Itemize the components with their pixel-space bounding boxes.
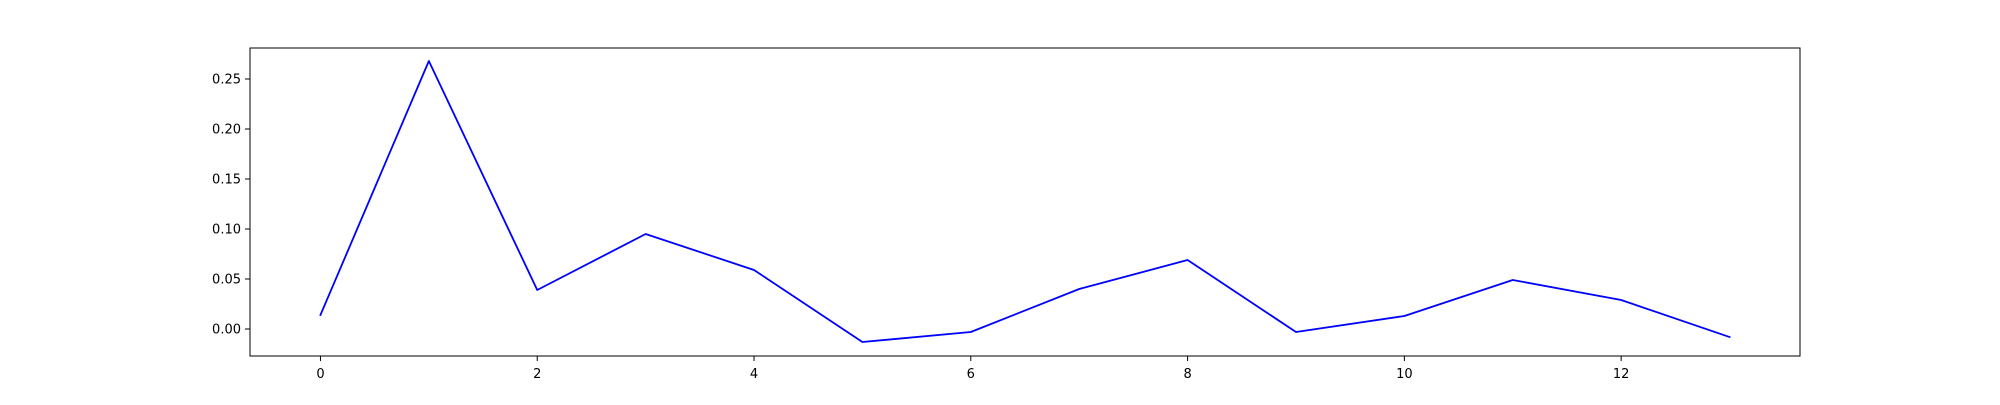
plot-frame <box>249 47 1801 357</box>
x-tick-label: 4 <box>750 367 758 382</box>
series-layer <box>319 60 1731 343</box>
x-tick-label: 2 <box>533 367 541 382</box>
y-tick-label: 0.00 <box>212 323 241 338</box>
series-line <box>319 60 1731 343</box>
x-tick-label: 10 <box>1396 367 1413 382</box>
x-tick-label: 0 <box>316 367 324 382</box>
y-tick-label: 0.05 <box>212 273 241 288</box>
x-tick-label: 6 <box>967 367 975 382</box>
axis-ticks: 0 2 4 6 8 10 12 0.00 0.05 0.10 0.15 0.20 0.25 <box>212 73 1629 383</box>
y-tick-label: 0.15 <box>212 173 241 188</box>
y-tick-label: 0.20 <box>212 123 241 138</box>
y-tick-label: 0.25 <box>212 73 241 88</box>
y-tick-label: 0.10 <box>212 223 241 238</box>
x-tick-label: 12 <box>1613 367 1630 382</box>
x-tick-label: 8 <box>1183 367 1191 382</box>
